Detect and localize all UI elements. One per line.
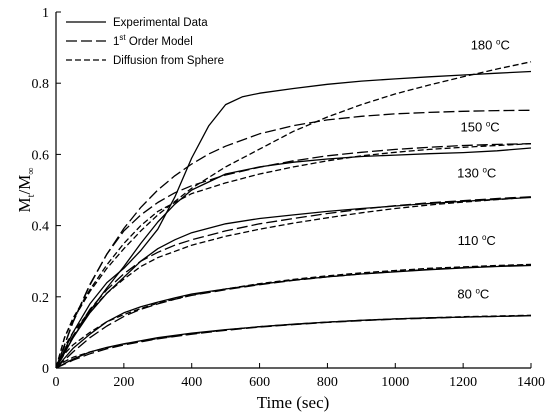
degree-mark: o (486, 119, 491, 128)
series-experimental-180 (55, 70, 532, 369)
x-tick-label: 1000 (381, 375, 409, 390)
x-tick-label: 400 (181, 375, 202, 390)
legend-label: Experimental Data (113, 17, 208, 29)
temperature-value: 110 (458, 233, 482, 248)
y-ticks: 0 0.2 0.4 0.6 0.8 1 (32, 6, 61, 377)
temperature-unit: C (487, 166, 496, 181)
temperature-value: 180 (471, 37, 496, 52)
series-first-order-130 (55, 196, 532, 369)
y-axis-title-sub2: ∞ (26, 168, 37, 175)
temperature-unit: C (490, 119, 499, 134)
temperature-unit: C (486, 233, 495, 248)
temperature-label: 150 oC (461, 119, 500, 134)
temperature-value: 150 (461, 119, 486, 134)
x-tick-label: 600 (249, 375, 270, 390)
series-experimental-80 (55, 315, 532, 369)
plot-area (55, 61, 532, 369)
series-experimental-150 (55, 147, 532, 369)
x-tick-label: 200 (113, 375, 134, 390)
y-tick-label: 0.4 (32, 220, 50, 235)
legend-label: Diffusion from Sphere (113, 55, 224, 67)
degree-mark: o (496, 37, 501, 46)
series-diffusion-110 (55, 263, 532, 369)
series-experimental-130 (55, 196, 532, 369)
series-diffusion-130 (55, 196, 532, 369)
temperature-unit: C (500, 37, 509, 52)
y-axis-title: Mt/M∞ (15, 168, 37, 213)
x-tick-label: 1400 (517, 375, 545, 390)
temperature-label: 110 oC (458, 233, 496, 248)
x-axis-title: Time (sec) (257, 393, 330, 412)
x-ticks: 0 200 400 600 800 1000 1200 1400 (53, 363, 545, 390)
temperature-value: 130 (457, 166, 482, 181)
degree-mark: o (482, 166, 487, 175)
y-tick-label: 0 (42, 362, 49, 377)
series-diffusion-80 (55, 314, 532, 369)
series-first-order-150 (55, 143, 532, 369)
temperature-label: 130 oC (457, 166, 496, 181)
y-tick-label: 0.8 (32, 77, 50, 92)
temperature-label: 180 oC (471, 37, 510, 52)
legend: Experimental Data 1st Order Model Diffusio… (66, 17, 224, 67)
axes (55, 12, 531, 369)
series-diffusion-150 (55, 143, 532, 369)
legend-label: 1st Order Model (113, 33, 193, 48)
y-tick-label: 0.6 (32, 148, 50, 163)
degree-mark: o (475, 287, 480, 296)
series-first-order-110 (55, 264, 532, 369)
temperature-value: 80 (457, 287, 475, 302)
series-first-order-80 (55, 315, 532, 369)
temperature-unit: C (480, 287, 489, 302)
y-tick-label: 1 (42, 6, 49, 21)
x-tick-label: 800 (317, 375, 338, 390)
y-axis-title-sub1: t (26, 194, 37, 197)
y-tick-label: 0.2 (32, 291, 50, 306)
series-diffusion-180 (55, 61, 532, 369)
x-tick-label: 1200 (449, 375, 477, 390)
x-tick-label: 0 (53, 375, 60, 390)
y-axis-title-mid: /M (15, 175, 34, 195)
degree-mark: o (482, 233, 487, 242)
temperature-label: 80 oC (457, 287, 489, 302)
y-axis-title-main: M (15, 197, 34, 212)
